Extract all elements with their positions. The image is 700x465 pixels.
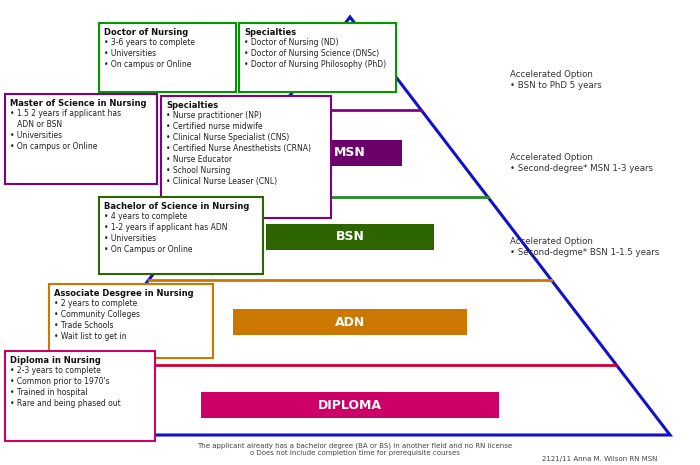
- FancyBboxPatch shape: [266, 224, 434, 250]
- Text: • Nurse practitioner (NP): • Nurse practitioner (NP): [166, 111, 262, 120]
- Text: Doctorate: Doctorate: [315, 66, 385, 80]
- Text: • Certified Nurse Anesthetists (CRNA): • Certified Nurse Anesthetists (CRNA): [166, 144, 311, 153]
- Text: Associate Desgree in Nursing: Associate Desgree in Nursing: [54, 289, 194, 298]
- FancyBboxPatch shape: [161, 96, 331, 218]
- FancyBboxPatch shape: [5, 351, 155, 441]
- FancyBboxPatch shape: [298, 140, 402, 166]
- Text: • School Nursing: • School Nursing: [166, 166, 230, 175]
- Text: • 3-6 years to complete: • 3-6 years to complete: [104, 38, 195, 47]
- FancyBboxPatch shape: [202, 392, 498, 418]
- Text: • Wait list to get in: • Wait list to get in: [54, 332, 127, 341]
- Text: • 1.5 2 years if applicant has: • 1.5 2 years if applicant has: [10, 109, 121, 118]
- FancyBboxPatch shape: [49, 284, 213, 358]
- Text: • Rare and being phased out: • Rare and being phased out: [10, 399, 120, 408]
- Text: • Doctor of Nursing Philosophy (PhD): • Doctor of Nursing Philosophy (PhD): [244, 60, 386, 69]
- Text: • Universities: • Universities: [104, 49, 156, 58]
- Text: Bachelor of Science in Nursing: Bachelor of Science in Nursing: [104, 202, 249, 211]
- Text: • On Campus or Online: • On Campus or Online: [104, 245, 192, 254]
- FancyBboxPatch shape: [328, 60, 372, 86]
- Text: • 2 years to complete: • 2 years to complete: [54, 299, 137, 308]
- Text: 2121/11 Anna M. Wilson RN MSN: 2121/11 Anna M. Wilson RN MSN: [542, 456, 658, 462]
- Text: The applicant already has a bachelor degree (BA or BS) in another field and no R: The applicant already has a bachelor deg…: [197, 443, 512, 449]
- Text: Diploma in Nursing: Diploma in Nursing: [10, 356, 101, 365]
- FancyBboxPatch shape: [233, 309, 467, 335]
- Text: MSN: MSN: [334, 146, 366, 159]
- Text: • Universities: • Universities: [10, 131, 62, 140]
- Text: ADN or BSN: ADN or BSN: [10, 120, 62, 129]
- Text: • 4 years to complete: • 4 years to complete: [104, 212, 188, 221]
- Text: • Doctor of Nursing (ND): • Doctor of Nursing (ND): [244, 38, 339, 47]
- Text: • Certified nurse midwife: • Certified nurse midwife: [166, 122, 262, 131]
- Text: • 2-3 years to complete: • 2-3 years to complete: [10, 366, 101, 375]
- Text: • Doctor of Nursing Science (DNSc): • Doctor of Nursing Science (DNSc): [244, 49, 379, 58]
- Text: • Trained in hospital: • Trained in hospital: [10, 388, 88, 397]
- Text: Doctor of Nursing: Doctor of Nursing: [104, 28, 188, 37]
- FancyBboxPatch shape: [99, 23, 236, 92]
- Text: Specialties: Specialties: [244, 28, 296, 37]
- Text: • Universities: • Universities: [104, 234, 156, 243]
- Text: BSN: BSN: [335, 231, 365, 244]
- Text: • Trade Schools: • Trade Schools: [54, 321, 113, 330]
- Text: o Does not include completion time for prerequisite courses: o Does not include completion time for p…: [250, 450, 460, 456]
- Text: Master of Science in Nursing: Master of Science in Nursing: [10, 99, 146, 108]
- FancyBboxPatch shape: [99, 197, 263, 274]
- FancyBboxPatch shape: [5, 94, 157, 184]
- Text: Specialties: Specialties: [166, 101, 218, 110]
- Text: Accelerated Option
• Second-degme* BSN 1-1.5 years: Accelerated Option • Second-degme* BSN 1…: [510, 237, 659, 257]
- Text: ADN: ADN: [335, 315, 365, 328]
- FancyBboxPatch shape: [239, 23, 396, 92]
- Text: • On campus or Online: • On campus or Online: [104, 60, 191, 69]
- Text: • On campus or Online: • On campus or Online: [10, 142, 97, 151]
- Text: • Clinical Nurse Specialist (CNS): • Clinical Nurse Specialist (CNS): [166, 133, 289, 142]
- Text: • 1-2 years if applicant has ADN: • 1-2 years if applicant has ADN: [104, 223, 228, 232]
- Text: • Community Colleges: • Community Colleges: [54, 310, 140, 319]
- Text: Accelerated Option
• BSN to PhD 5 years: Accelerated Option • BSN to PhD 5 years: [510, 70, 602, 90]
- Text: DIPLOMA: DIPLOMA: [318, 399, 382, 412]
- Text: • Clinical Nurse Leaser (CNL): • Clinical Nurse Leaser (CNL): [166, 177, 277, 186]
- Text: Accelerated Option
• Second-degree* MSN 1-3 years: Accelerated Option • Second-degree* MSN …: [510, 153, 653, 173]
- Text: • Nurse Educator: • Nurse Educator: [166, 155, 232, 164]
- Text: • Common prior to 1970's: • Common prior to 1970's: [10, 377, 110, 386]
